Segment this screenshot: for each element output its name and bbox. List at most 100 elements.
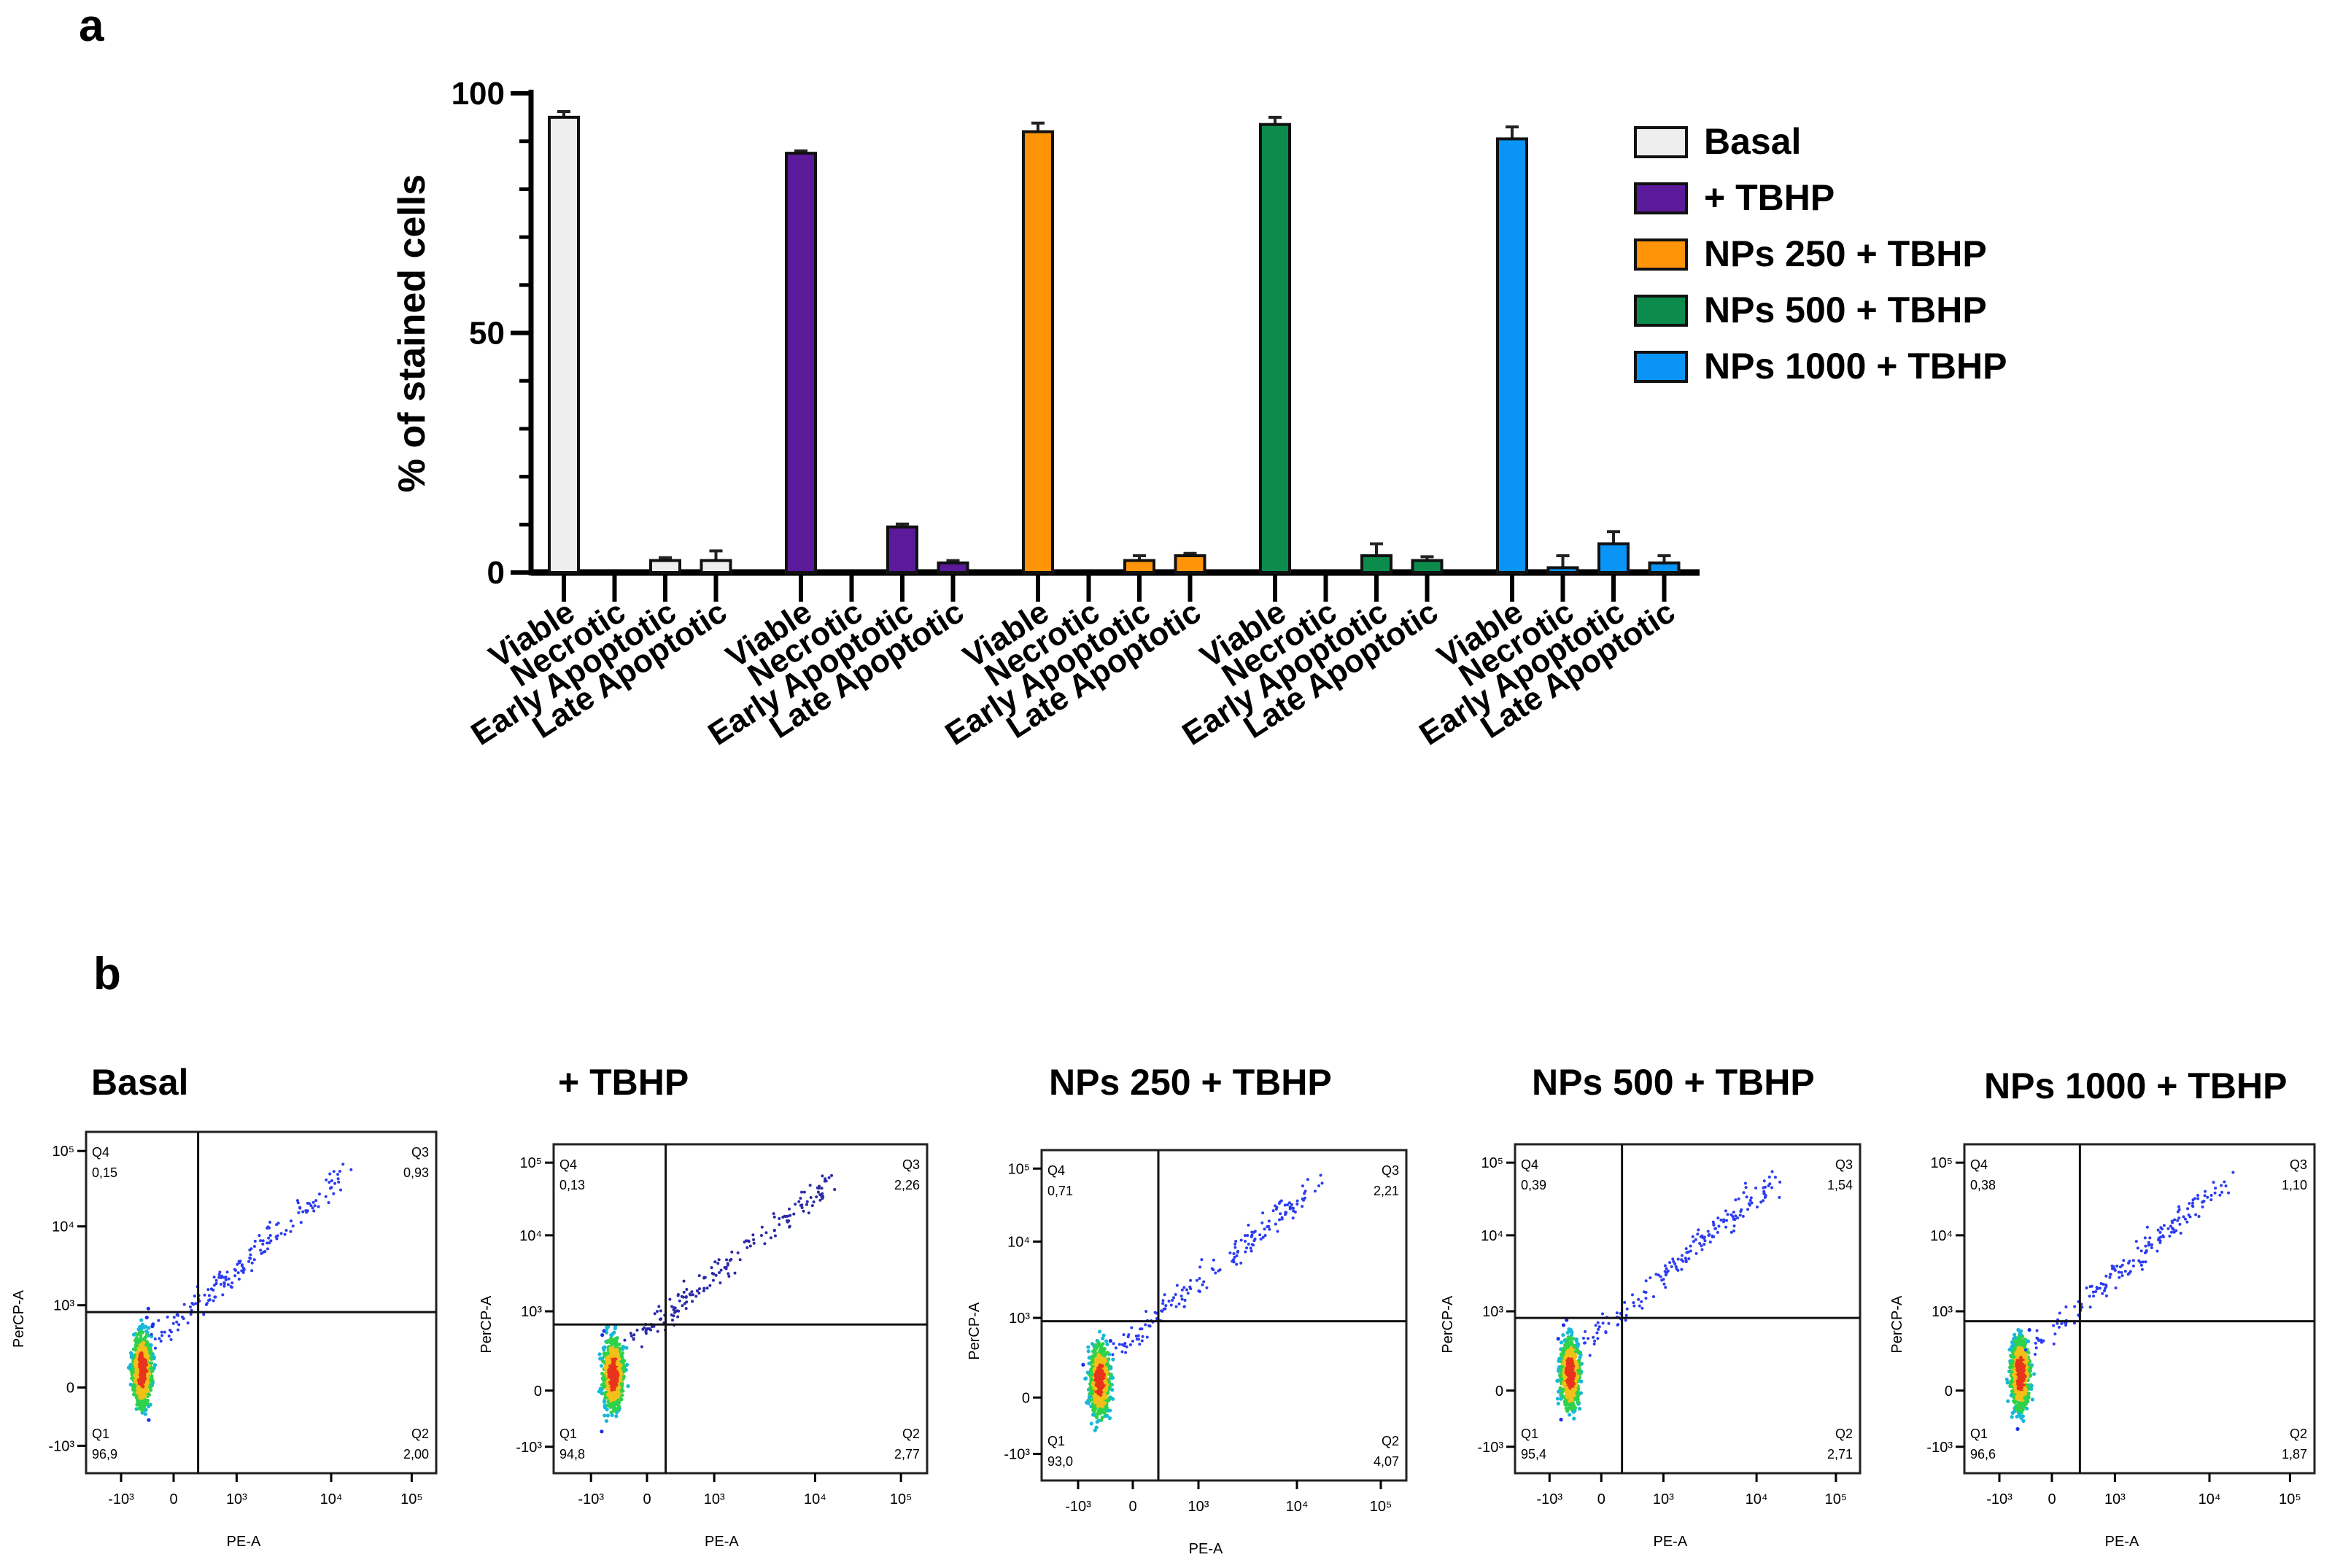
event-dot xyxy=(177,1323,180,1326)
event-dot xyxy=(1632,1305,1635,1308)
event-dot xyxy=(160,1334,163,1337)
event-dot xyxy=(1091,1413,1095,1416)
event-dot xyxy=(280,1232,283,1235)
event-dot xyxy=(797,1200,800,1203)
event-dot xyxy=(1272,1209,1275,1212)
event-dot xyxy=(1093,1373,1097,1376)
event-dot xyxy=(1750,1196,1753,1199)
event-dot xyxy=(1103,1359,1107,1363)
event-dot xyxy=(1163,1307,1166,1310)
event-dot xyxy=(1101,1333,1105,1337)
event-dot xyxy=(720,1269,723,1272)
event-dot xyxy=(1689,1245,1692,1248)
event-dot xyxy=(597,1352,601,1356)
event-dot xyxy=(301,1211,304,1214)
flow-panel-title: NPs 1000 + TBHP xyxy=(1984,1065,2287,1107)
event-dot xyxy=(173,1316,176,1319)
event-dot xyxy=(317,1205,320,1208)
event-dot xyxy=(1685,1247,1688,1250)
bar-0-2 xyxy=(651,561,680,573)
event-dot xyxy=(606,1359,610,1362)
event-dot xyxy=(615,1408,619,1411)
event-dot xyxy=(613,1327,617,1330)
event-dot xyxy=(710,1266,713,1269)
event-dot xyxy=(238,1260,241,1263)
event-dot xyxy=(253,1245,256,1248)
event-dot xyxy=(1756,1206,1759,1208)
bar-4-3 xyxy=(1650,563,1679,573)
event-dot xyxy=(613,1351,616,1355)
event-dot xyxy=(328,1181,330,1184)
event-dot xyxy=(221,1293,224,1296)
event-dot xyxy=(1290,1203,1293,1206)
event-dot xyxy=(153,1363,157,1367)
event-dot xyxy=(1726,1213,1729,1216)
event-dot xyxy=(1182,1305,1185,1308)
event-dot xyxy=(1568,1413,1571,1416)
event-dot xyxy=(1700,1244,1702,1247)
event-dot xyxy=(718,1281,721,1284)
event-dot xyxy=(222,1281,225,1284)
event-dot xyxy=(715,1274,718,1277)
event-dot xyxy=(163,1331,166,1334)
event-dot xyxy=(1095,1382,1099,1386)
y-tick-label: 10⁴ xyxy=(1481,1228,1503,1244)
event-dot xyxy=(1562,1383,1565,1386)
event-dot xyxy=(674,1307,677,1310)
event-dot xyxy=(1725,1219,1728,1222)
bar-3-2 xyxy=(1362,556,1391,573)
event-dot xyxy=(277,1222,280,1224)
event-dot xyxy=(1245,1246,1248,1249)
event-dot xyxy=(250,1269,253,1272)
event-dot xyxy=(254,1240,257,1243)
event-dot xyxy=(1762,1187,1765,1189)
event-dot xyxy=(610,1373,613,1376)
event-dot xyxy=(140,1389,144,1393)
event-dot xyxy=(1685,1259,1688,1262)
event-dot xyxy=(761,1226,764,1229)
event-dot xyxy=(1746,1208,1749,1211)
event-dot xyxy=(1096,1404,1100,1408)
event-dot xyxy=(640,1346,643,1348)
event-dot xyxy=(802,1210,805,1213)
event-dot xyxy=(297,1211,300,1214)
event-dot xyxy=(1702,1243,1705,1246)
x-tick-label: 10³ xyxy=(704,1491,725,1507)
event-dot xyxy=(133,1348,137,1351)
event-dot xyxy=(1576,1369,1580,1373)
event-dot xyxy=(1579,1392,1583,1395)
event-dot xyxy=(727,1275,730,1278)
event-dot xyxy=(1602,1321,1605,1324)
event-dot xyxy=(1096,1420,1099,1424)
event-dot xyxy=(752,1238,755,1241)
event-dot xyxy=(1093,1387,1097,1391)
x-tick-label: 0 xyxy=(1128,1499,1136,1515)
event-dot xyxy=(1712,1235,1715,1238)
event-dot xyxy=(1092,1407,1096,1410)
event-dot xyxy=(1289,1208,1292,1211)
event-dot xyxy=(1278,1218,1281,1221)
event-dot xyxy=(1738,1198,1740,1200)
event-dot xyxy=(825,1179,828,1182)
event-dot xyxy=(600,1429,603,1433)
event-dot xyxy=(786,1221,789,1224)
event-dot xyxy=(818,1199,821,1202)
event-dot xyxy=(1235,1263,1238,1266)
event-dot xyxy=(1559,1418,1562,1421)
event-dot xyxy=(1198,1277,1201,1280)
event-dot xyxy=(1568,1399,1571,1402)
event-dot xyxy=(1095,1400,1099,1404)
y-axis-title: PerCP-A xyxy=(11,1289,27,1348)
event-dot xyxy=(269,1239,272,1242)
event-dot xyxy=(318,1192,321,1195)
event-dot xyxy=(1146,1336,1149,1339)
event-dot xyxy=(1118,1343,1121,1346)
event-dot xyxy=(614,1414,618,1418)
event-dot xyxy=(1624,1319,1627,1321)
event-dot xyxy=(144,1330,148,1333)
event-dot xyxy=(172,1322,175,1325)
event-dot xyxy=(1103,1401,1107,1405)
event-dot xyxy=(1090,1421,1093,1425)
quadrant-value-q3: 1,54 xyxy=(1827,1178,1853,1192)
event-dot xyxy=(606,1413,610,1417)
